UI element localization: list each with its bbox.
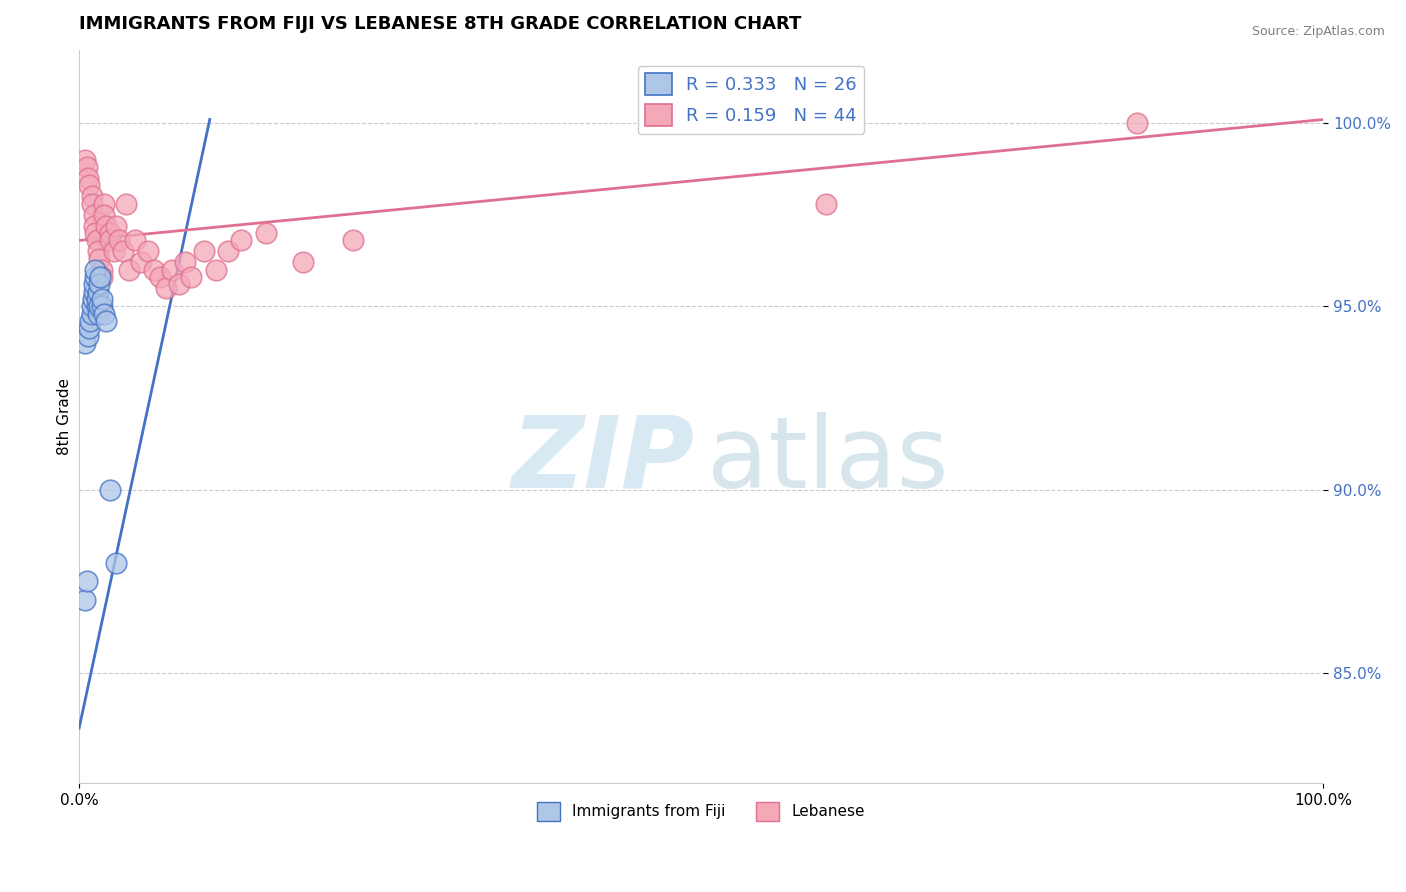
Point bbox=[93, 196, 115, 211]
Point bbox=[79, 314, 101, 328]
Legend: Immigrants from Fiji, Lebanese: Immigrants from Fiji, Lebanese bbox=[531, 796, 872, 827]
Point bbox=[149, 270, 172, 285]
Point bbox=[105, 556, 128, 570]
Point bbox=[87, 300, 110, 314]
Point bbox=[77, 321, 100, 335]
Point bbox=[89, 270, 111, 285]
Point bbox=[180, 270, 202, 285]
Point bbox=[136, 244, 159, 259]
Point bbox=[84, 262, 107, 277]
Point bbox=[75, 592, 97, 607]
Point bbox=[217, 244, 239, 259]
Point bbox=[83, 219, 105, 233]
Point bbox=[96, 219, 118, 233]
Text: IMMIGRANTS FROM FIJI VS LEBANESE 8TH GRADE CORRELATION CHART: IMMIGRANTS FROM FIJI VS LEBANESE 8TH GRA… bbox=[79, 15, 801, 33]
Point bbox=[155, 281, 177, 295]
Point bbox=[105, 219, 128, 233]
Point bbox=[87, 307, 110, 321]
Point bbox=[142, 262, 165, 277]
Point bbox=[80, 307, 103, 321]
Point bbox=[87, 252, 110, 266]
Point bbox=[90, 262, 112, 277]
Point bbox=[118, 262, 141, 277]
Point bbox=[83, 285, 105, 299]
Point bbox=[96, 314, 118, 328]
Point bbox=[131, 255, 153, 269]
Point bbox=[292, 255, 315, 269]
Point bbox=[90, 270, 112, 285]
Point bbox=[84, 270, 107, 285]
Point bbox=[103, 244, 125, 259]
Point bbox=[76, 574, 98, 589]
Point bbox=[814, 196, 837, 211]
Point bbox=[193, 244, 215, 259]
Point bbox=[80, 196, 103, 211]
Point bbox=[254, 226, 277, 240]
Point bbox=[80, 189, 103, 203]
Point bbox=[162, 262, 184, 277]
Point bbox=[90, 300, 112, 314]
Point bbox=[115, 196, 138, 211]
Text: ZIP: ZIP bbox=[512, 412, 695, 509]
Point bbox=[86, 292, 108, 306]
Point bbox=[98, 483, 121, 497]
Point bbox=[108, 234, 131, 248]
Text: Source: ZipAtlas.com: Source: ZipAtlas.com bbox=[1251, 25, 1385, 38]
Y-axis label: 8th Grade: 8th Grade bbox=[58, 378, 72, 455]
Point bbox=[75, 336, 97, 351]
Text: atlas: atlas bbox=[707, 412, 949, 509]
Point bbox=[167, 277, 190, 292]
Point bbox=[111, 244, 134, 259]
Point bbox=[76, 160, 98, 174]
Point bbox=[98, 234, 121, 248]
Point bbox=[87, 285, 110, 299]
Point bbox=[77, 178, 100, 193]
Point bbox=[75, 153, 97, 167]
Point bbox=[86, 234, 108, 248]
Point bbox=[90, 292, 112, 306]
Point bbox=[80, 300, 103, 314]
Point bbox=[84, 226, 107, 240]
Point bbox=[1125, 116, 1147, 130]
Point bbox=[86, 300, 108, 314]
Point bbox=[124, 234, 146, 248]
Point bbox=[76, 171, 98, 186]
Point bbox=[83, 208, 105, 222]
Point bbox=[87, 244, 110, 259]
Point bbox=[229, 234, 252, 248]
Point bbox=[93, 208, 115, 222]
Point bbox=[205, 262, 228, 277]
Point bbox=[76, 328, 98, 343]
Point bbox=[342, 234, 364, 248]
Point bbox=[98, 226, 121, 240]
Point bbox=[87, 277, 110, 292]
Point bbox=[83, 277, 105, 292]
Point bbox=[93, 307, 115, 321]
Point bbox=[173, 255, 195, 269]
Point bbox=[82, 292, 104, 306]
